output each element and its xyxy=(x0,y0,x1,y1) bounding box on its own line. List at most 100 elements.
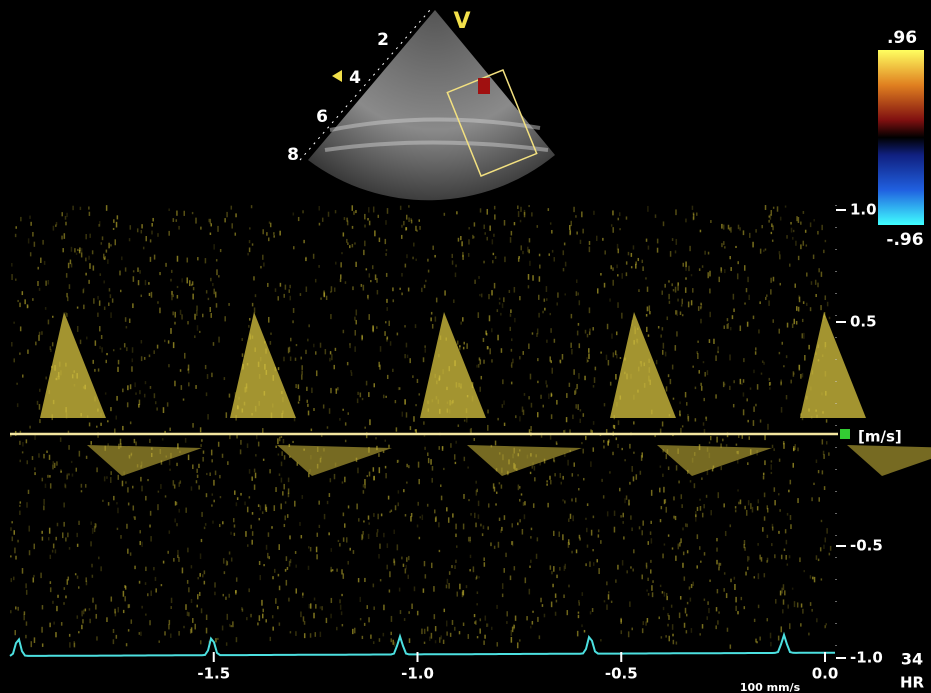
speckle xyxy=(424,285,426,288)
speckle xyxy=(617,244,619,250)
speckle xyxy=(30,252,32,256)
speckle xyxy=(474,280,476,284)
speckle xyxy=(409,358,411,363)
speckle xyxy=(17,300,19,302)
speckle xyxy=(551,393,553,397)
speckle xyxy=(765,297,767,300)
speckle xyxy=(728,225,730,230)
speckle xyxy=(560,473,562,478)
speckle xyxy=(534,477,536,481)
speckle xyxy=(649,311,651,314)
speckle xyxy=(20,431,22,433)
speckle xyxy=(389,571,391,577)
speckle xyxy=(266,232,268,236)
speckle xyxy=(19,460,21,462)
speckle xyxy=(406,343,408,348)
speckle xyxy=(101,335,103,339)
speckle xyxy=(790,524,792,529)
speckle xyxy=(292,441,294,443)
speckle xyxy=(472,235,474,239)
speckle xyxy=(802,418,804,421)
speckle xyxy=(132,486,134,489)
speckle xyxy=(701,304,703,308)
speckle xyxy=(368,534,370,539)
speckle xyxy=(770,633,772,639)
speckle xyxy=(467,467,469,469)
speckle xyxy=(589,241,591,245)
speckle xyxy=(248,588,250,592)
speckle xyxy=(49,475,51,477)
speckle xyxy=(455,462,457,464)
speckle xyxy=(39,419,41,423)
speckle xyxy=(271,526,273,529)
speckle xyxy=(139,270,141,274)
speckle xyxy=(434,255,436,258)
speckle xyxy=(128,629,130,631)
speckle xyxy=(318,206,320,211)
speckle xyxy=(763,476,765,480)
speckle xyxy=(174,518,176,522)
speckle xyxy=(14,630,16,635)
speckle xyxy=(20,501,22,503)
speckle xyxy=(483,525,485,529)
speckle xyxy=(455,273,457,278)
speckle xyxy=(759,637,761,641)
speckle xyxy=(724,269,726,273)
speckle xyxy=(728,323,730,329)
speckle xyxy=(73,641,75,647)
speckle xyxy=(457,592,459,597)
speckle xyxy=(274,569,276,573)
speckle xyxy=(717,347,719,350)
speckle xyxy=(803,211,805,214)
speckle xyxy=(236,502,238,506)
speckle xyxy=(290,357,292,361)
speckle xyxy=(366,381,368,386)
speckle xyxy=(309,604,311,608)
speckle xyxy=(158,491,160,493)
speckle xyxy=(386,565,388,570)
speckle xyxy=(713,339,715,344)
speckle xyxy=(349,343,351,348)
speckle xyxy=(403,489,405,492)
speckle xyxy=(770,642,772,646)
speckle xyxy=(683,263,685,267)
speckle xyxy=(483,640,485,644)
speckle xyxy=(294,501,296,507)
speckle xyxy=(527,247,529,253)
speckle xyxy=(190,629,192,634)
x-tick-label: -0.5 xyxy=(605,665,638,683)
speckle xyxy=(255,473,256,479)
speckle xyxy=(592,608,594,612)
speckle xyxy=(478,276,480,279)
speckle xyxy=(511,231,512,236)
speckle xyxy=(26,621,28,625)
speckle xyxy=(615,374,617,380)
speckle xyxy=(718,567,720,570)
speckle xyxy=(673,640,675,644)
speckle xyxy=(364,479,366,485)
speckle xyxy=(419,226,421,230)
speckle xyxy=(784,549,786,551)
speckle xyxy=(397,333,399,336)
speckle xyxy=(150,257,152,262)
speckle xyxy=(595,367,597,371)
speckle xyxy=(133,270,135,272)
speckle xyxy=(303,240,305,243)
speckle xyxy=(66,313,68,317)
speckle xyxy=(791,228,793,233)
speckle xyxy=(50,483,52,488)
speckle xyxy=(342,624,344,626)
speckle xyxy=(701,477,703,479)
speckle xyxy=(659,616,661,619)
speckle xyxy=(686,402,688,406)
speckle xyxy=(313,408,315,411)
speckle xyxy=(826,623,828,625)
speckle xyxy=(174,312,176,318)
speckle xyxy=(267,283,269,287)
speckle xyxy=(740,500,742,505)
speckle xyxy=(377,514,379,520)
speckle xyxy=(802,373,804,377)
speckle xyxy=(155,577,157,581)
speckle xyxy=(429,637,431,641)
speckle xyxy=(106,205,108,211)
